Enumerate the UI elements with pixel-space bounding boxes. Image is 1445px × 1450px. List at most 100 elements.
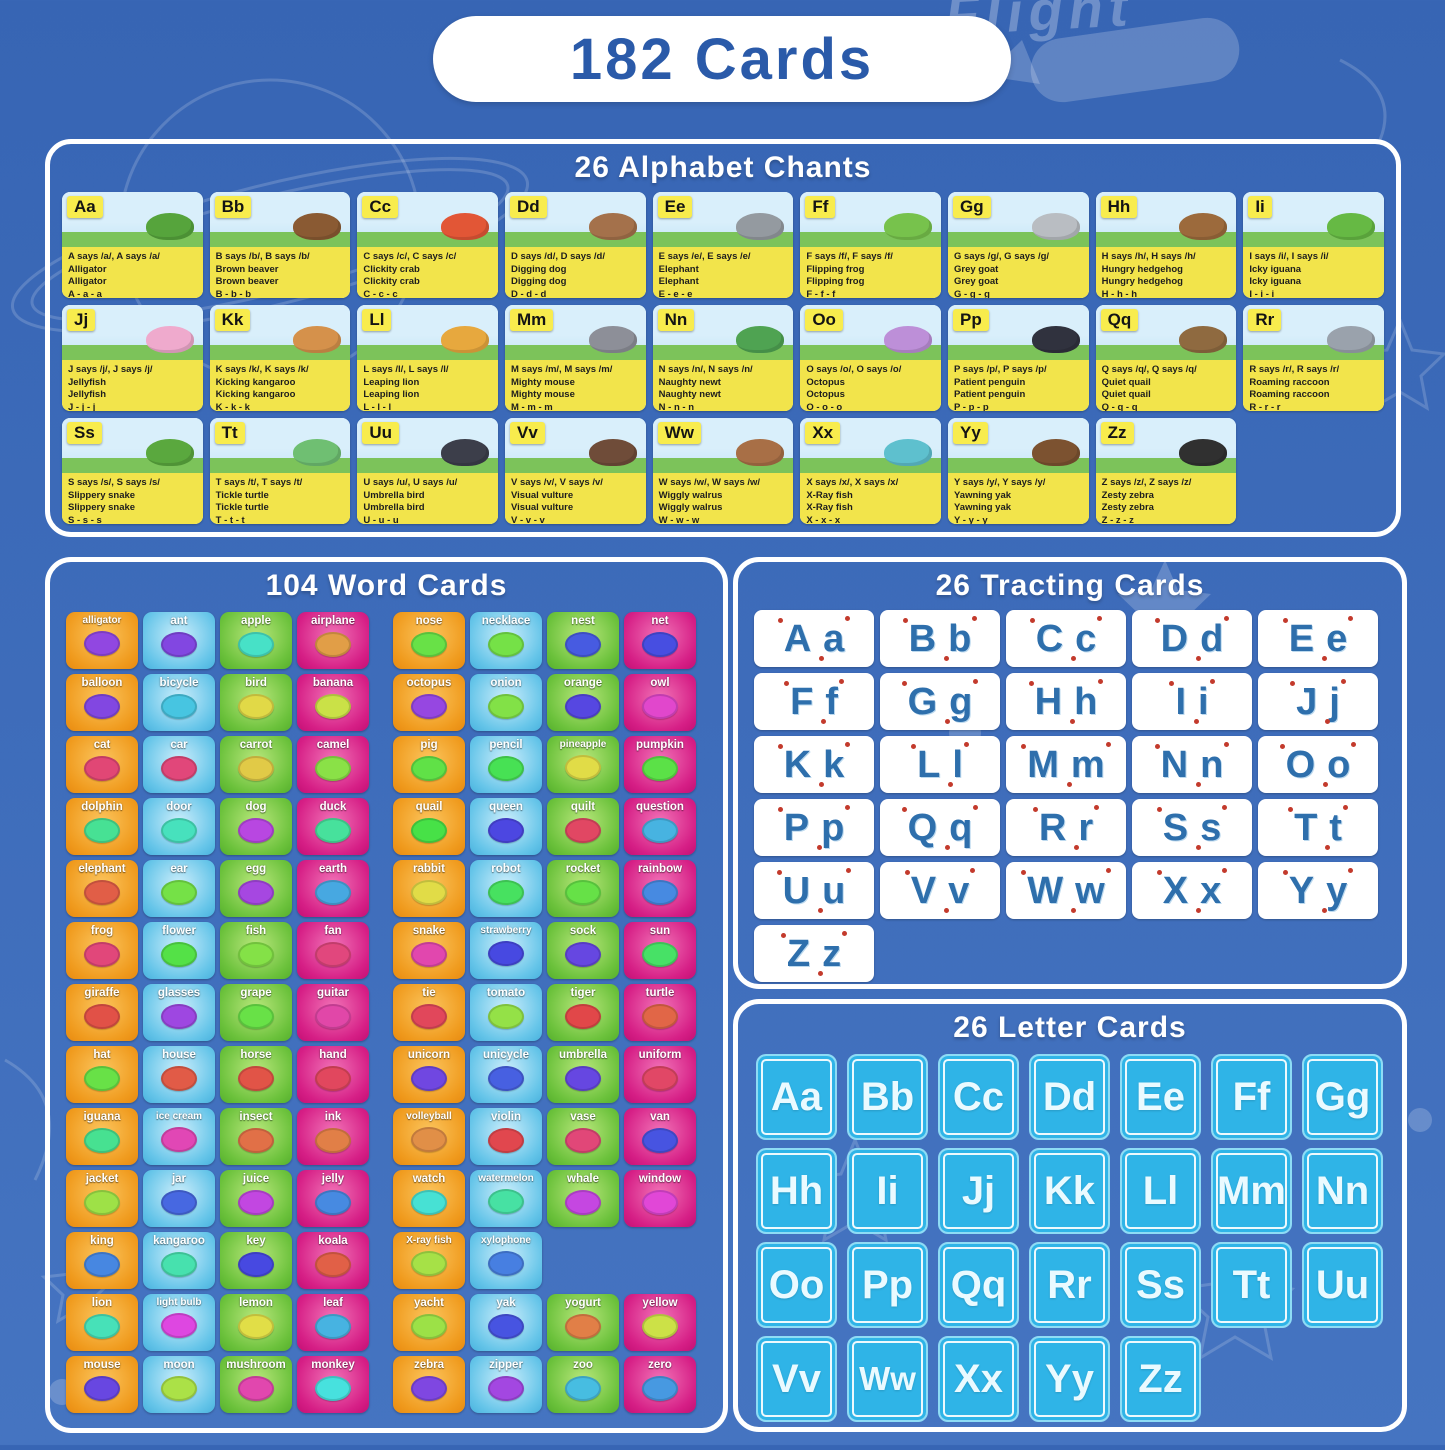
chant-text: B says /b/, B says /b/Brown beaver Brown … (209, 247, 351, 298)
alphabet-chant-card: Ii I says /i/, I says /i/Icky iguana Icky … (1243, 192, 1384, 298)
alphabet-chant-card: Qq Q says /q/, Q says /q/Quiet quail Quiet… (1095, 305, 1237, 411)
chant-text-line: Umbrella bird (363, 489, 425, 501)
chant-text-line: X-Ray fish (806, 502, 853, 514)
word-card-label: alligator (82, 615, 122, 626)
chant-text-line: Q says /q/, Q says /q/ (1101, 364, 1197, 375)
word-card: pencil (470, 736, 542, 793)
chant-text-line: Zesty zebra (1101, 502, 1154, 514)
word-card-label: yak (496, 1297, 516, 1309)
word-card-art (161, 1252, 197, 1277)
word-card-art (488, 1066, 524, 1091)
word-card-label: queen (489, 801, 523, 813)
word-card-art (565, 694, 601, 719)
alphabet-chants-title: 26 Alphabet Chants (574, 151, 872, 184)
tracing-uppercase-letter: W (1021, 869, 1064, 912)
word-card-art (84, 1004, 120, 1029)
chant-text-line: Kicking kangaroo (215, 376, 296, 388)
chant-text-line: Icky iguana (1249, 263, 1302, 275)
word-card-art (84, 818, 120, 843)
tracing-lowercase-letter: s (1196, 804, 1228, 850)
word-card-label: duck (319, 801, 347, 813)
word-card-art (488, 1128, 524, 1153)
letter-card-text: Dd (1042, 1074, 1097, 1119)
word-card-art (84, 631, 120, 656)
chant-illustration: Uu (357, 418, 498, 473)
alphabet-chant-card: Rr R says /r/, R says /r/Roaming raccoon R… (1243, 305, 1384, 411)
chant-letter-badge: Mm (510, 309, 554, 331)
word-card-label: lemon (239, 1297, 273, 1309)
word-card-art (488, 632, 524, 657)
chant-text-line: Jellyfish (68, 376, 107, 388)
chant-text: D says /d/, D says /d/Digging dog Digging… (505, 247, 646, 298)
letter-cards-grid: Aa Bb Cc Dd Ee Ff Gg Hh Ii Jj Kk Ll Mm Nn Oo Pp Qq Rr Ss Tt… (738, 1050, 1402, 1422)
word-card-label: moon (163, 1359, 195, 1371)
word-card-art (488, 1189, 524, 1214)
word-card: nose (393, 612, 465, 669)
tracing-uppercase-letter: U (776, 869, 811, 912)
word-card-label: umbrella (559, 1049, 607, 1061)
word-card: yogurt (547, 1294, 619, 1351)
word-card: bird (220, 674, 292, 731)
word-card-label: flower (162, 925, 196, 937)
word-card-label: pumpkin (636, 739, 684, 751)
chant-letter-badge: Xx (805, 422, 841, 444)
tracing-lowercase-letter: w (1071, 867, 1111, 913)
word-card-art (238, 942, 274, 967)
letter-card: Ee (1120, 1054, 1201, 1140)
word-card-art (161, 1066, 197, 1091)
word-card-label: whale (567, 1173, 599, 1185)
word-card-art (161, 942, 197, 967)
chant-text: H says /h/, H says /h/Hungry hedgehog Hun… (1095, 247, 1237, 298)
word-card: tie (393, 984, 465, 1041)
word-card-label: grape (240, 987, 272, 999)
word-card-label: frog (90, 925, 114, 937)
chant-animal-art (736, 213, 785, 240)
tracing-lowercase-letter: b (944, 615, 978, 661)
chant-text-line: Mighty mouse (511, 389, 575, 401)
word-card-label: elephant (78, 863, 126, 875)
chant-text-line: Kicking kangaroo (215, 389, 296, 401)
chant-text-line: Quiet quail (1101, 376, 1151, 388)
word-card-label: zebra (413, 1359, 445, 1371)
letter-card: Pp (847, 1242, 928, 1328)
tracing-lowercase-letter: r (1074, 804, 1099, 850)
word-card-label: quail (415, 801, 443, 813)
chant-text-line: A says /a/, A says /a/ (68, 251, 160, 262)
chant-text-line: Yawning yak (954, 502, 1012, 514)
chant-illustration: Ee (652, 192, 794, 247)
word-card-label: sock (569, 925, 597, 937)
tracing-uppercase-letter: R (1032, 806, 1067, 849)
chant-text-line: S says /s/, S says /s/ (68, 477, 160, 488)
chant-text: F says /f/, F says /f/Flipping frog Flipp… (800, 247, 941, 298)
letter-card-text: Aa (770, 1074, 823, 1119)
chant-letter-badge: Pp (953, 309, 989, 331)
word-card: violin (470, 1108, 542, 1165)
chant-animal-art (884, 326, 932, 353)
word-card: rabbit (393, 860, 465, 917)
chant-letter-badge: Ii (1248, 196, 1272, 218)
word-card-label: hat (93, 1049, 111, 1061)
chant-text-line: Y says /y/, Y says /y/ (954, 477, 1046, 488)
rocket-doodle (1030, 17, 1240, 103)
tracing-uppercase-letter: Y (1282, 869, 1315, 912)
chant-text-line: Quiet quail (1101, 389, 1151, 401)
chant-text: J says /j/, J says /j/Jellyfish Jellyfish… (62, 360, 203, 411)
letter-card-text: Ss (1136, 1262, 1185, 1307)
chant-text-line: Elephant (658, 263, 699, 275)
word-card-art (161, 756, 197, 781)
word-card: turtle (624, 984, 696, 1041)
letter-card: Vv (756, 1336, 837, 1422)
chant-letter-badge: Ll (362, 309, 392, 331)
tracing-lowercase-letter: c (1071, 615, 1103, 661)
alphabet-chant-card: Ll L says /l/, L says /l/Leaping lion Leap… (357, 305, 498, 411)
word-cards-panel: 104 Word Cards alligator ant apple airplane… (45, 557, 728, 1433)
chant-text-line: R says /r/, R says /r/ (1249, 364, 1340, 375)
word-card: zipper (470, 1356, 542, 1413)
chant-text-line: Brown beaver (215, 276, 279, 288)
letter-card-text: Ii (876, 1168, 899, 1213)
word-card-art (161, 1190, 197, 1215)
